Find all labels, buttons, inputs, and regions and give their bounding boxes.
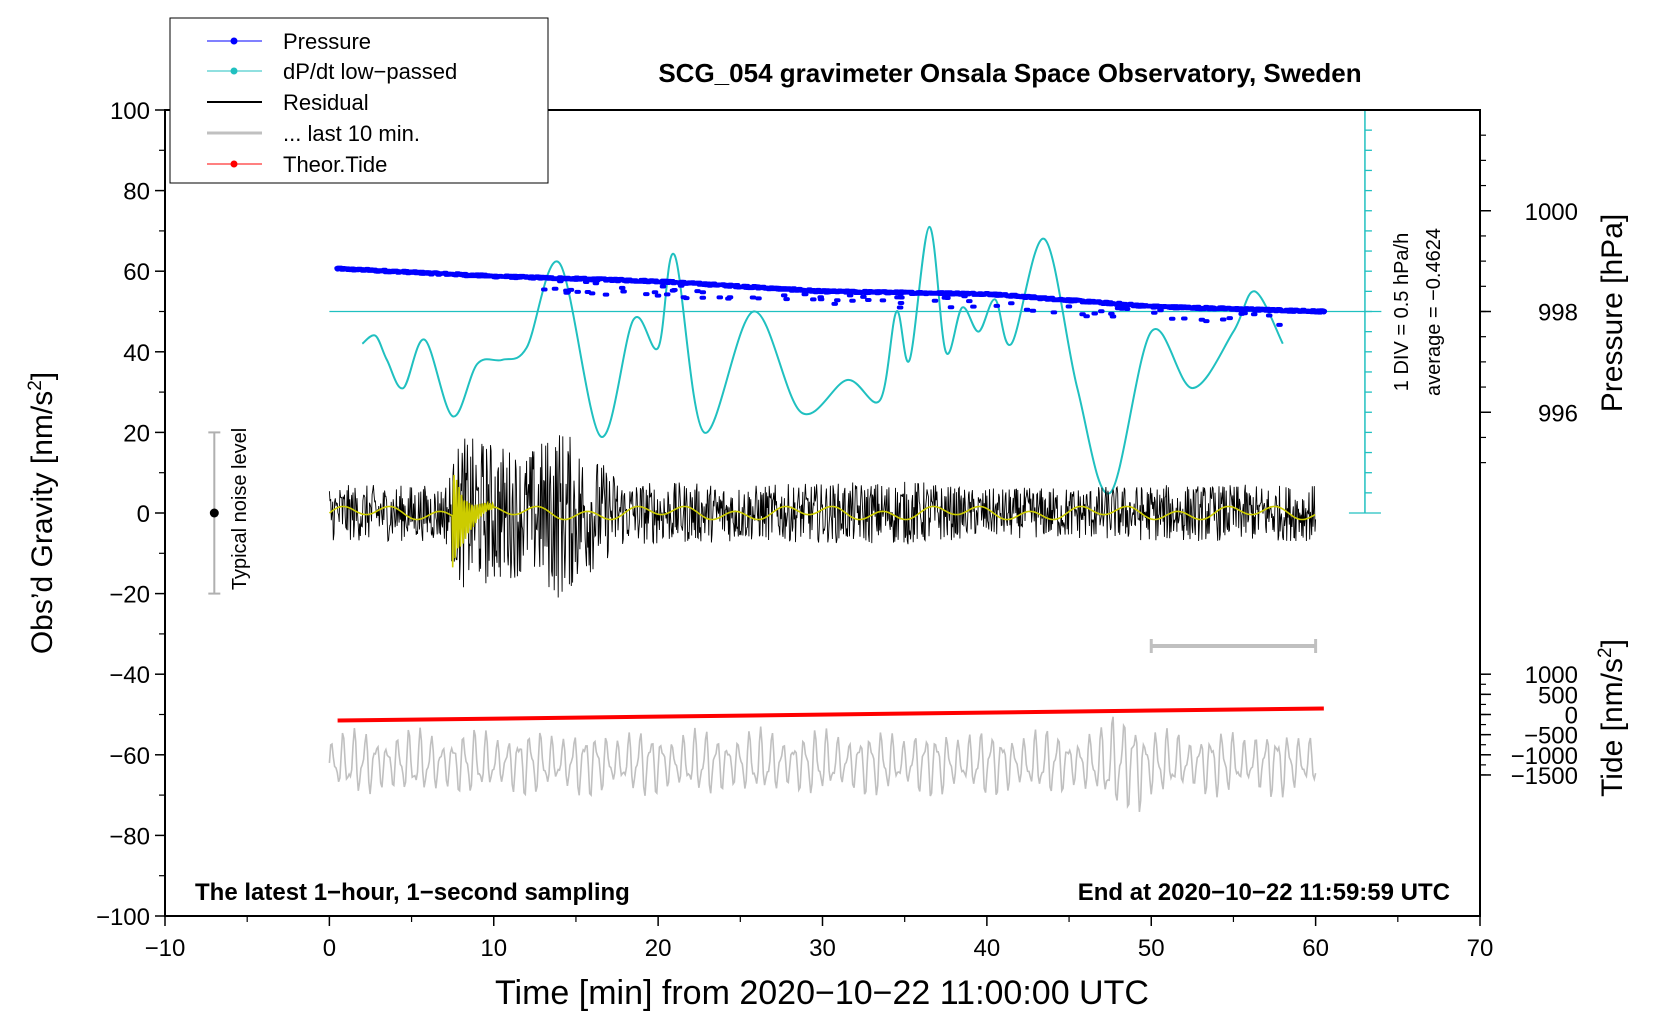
- y-tick-label: 40: [123, 340, 150, 367]
- x-tick-label: 60: [1302, 935, 1329, 962]
- pressure-series-start: [334, 265, 341, 272]
- y-tick-label: 80: [123, 179, 150, 206]
- legend-last10-label: ... last 10 min.: [283, 121, 420, 146]
- y-axis-label-left-sup: 2: [25, 380, 46, 391]
- legend-pressure-label: Pressure: [283, 29, 371, 54]
- pressure-tick-label: 998: [1538, 300, 1578, 327]
- legend-pressure-dot: [230, 37, 238, 45]
- pressure-tick-label: 1000: [1525, 199, 1578, 226]
- x-tick-label: 0: [323, 935, 336, 962]
- dpdt-series-line: [361, 225, 1284, 495]
- annotation-end-time: End at 2020−10−22 11:59:59 UTC: [1078, 879, 1450, 906]
- legend-residual-label: Residual: [283, 90, 369, 115]
- tide-tick-label: −1500: [1511, 763, 1578, 790]
- residual-lowpass-line: [328, 474, 1316, 568]
- tide-tick-label: −500: [1524, 723, 1578, 750]
- pressure-series-points: [334, 265, 1328, 327]
- y-tick-label: −60: [109, 743, 150, 770]
- x-tick-label: 40: [974, 935, 1001, 962]
- residual-series-line: [328, 435, 1317, 598]
- scale-div-label: 1 DIV = 0.5 hPa/h: [1391, 233, 1413, 391]
- y-tick-label: −100: [96, 904, 150, 931]
- scale-average-label: average = −0.4624: [1423, 228, 1445, 396]
- noise-level-label: Typical noise level: [229, 428, 251, 590]
- legend-tide-dot: [230, 160, 238, 168]
- tide-tick-label: 500: [1538, 682, 1578, 709]
- pressure-series-end: [1320, 308, 1327, 315]
- noise-bar-center-dot: [209, 508, 219, 518]
- y-tick-label: 20: [123, 420, 150, 447]
- legend-dpdt-label: dP/dt low−passed: [283, 59, 457, 84]
- chart-title: SCG_054 gravimeter Onsala Space Observat…: [658, 58, 1361, 88]
- x-tick-label: 10: [480, 935, 507, 962]
- tide-axis-label-text: Tide [nm/s: [1596, 658, 1629, 797]
- y-tick-label: −20: [109, 582, 150, 609]
- legend-tide-label: Theor.Tide: [283, 152, 387, 177]
- tide-axis-label-sup: 2: [1595, 647, 1616, 658]
- plot-frame: [164, 109, 1481, 917]
- x-tick-label: −10: [145, 935, 186, 962]
- y-tick-label: 0: [137, 501, 150, 528]
- y-axis-label-left-text: Obs’d Gravity [nm/s: [26, 391, 59, 654]
- y-tick-label: −80: [109, 823, 150, 850]
- x-axis-label: Time [min] from 2020−10−22 11:00:00 UTC: [495, 974, 1149, 1012]
- legend-box: [169, 17, 549, 184]
- y-tick-label: 100: [110, 98, 150, 125]
- x-tick-label: 50: [1138, 935, 1165, 962]
- tide-axis-label-close: ]: [1596, 639, 1629, 647]
- y-tick-label: 60: [123, 259, 150, 286]
- pressure-tick-label: 996: [1538, 400, 1578, 427]
- pressure-axis-label: Pressure [hPa]: [1596, 214, 1629, 412]
- legend: Pressure dP/dt low−passed Residual ... l…: [169, 17, 549, 184]
- annotation-sampling: The latest 1−hour, 1−second sampling: [195, 879, 630, 906]
- tide-tick-label: −1000: [1511, 743, 1578, 770]
- x-tick-label: 20: [645, 935, 672, 962]
- legend-dpdt-dot: [230, 67, 238, 75]
- tide-series-line: [337, 706, 1324, 723]
- y-tick-label: −40: [109, 662, 150, 689]
- x-tick-label: 30: [809, 935, 836, 962]
- tide-tick-label: 1000: [1525, 662, 1578, 689]
- tide-tick-label: 0: [1565, 703, 1578, 730]
- y-axis-label-left: Obs’d Gravity [nm/s2]: [25, 372, 59, 654]
- tide-axis-label: Tide [nm/s2]: [1595, 639, 1629, 797]
- x-tick-label: 70: [1467, 935, 1494, 962]
- last10-series-line: [328, 716, 1317, 812]
- y-axis-label-left-close: ]: [26, 372, 59, 380]
